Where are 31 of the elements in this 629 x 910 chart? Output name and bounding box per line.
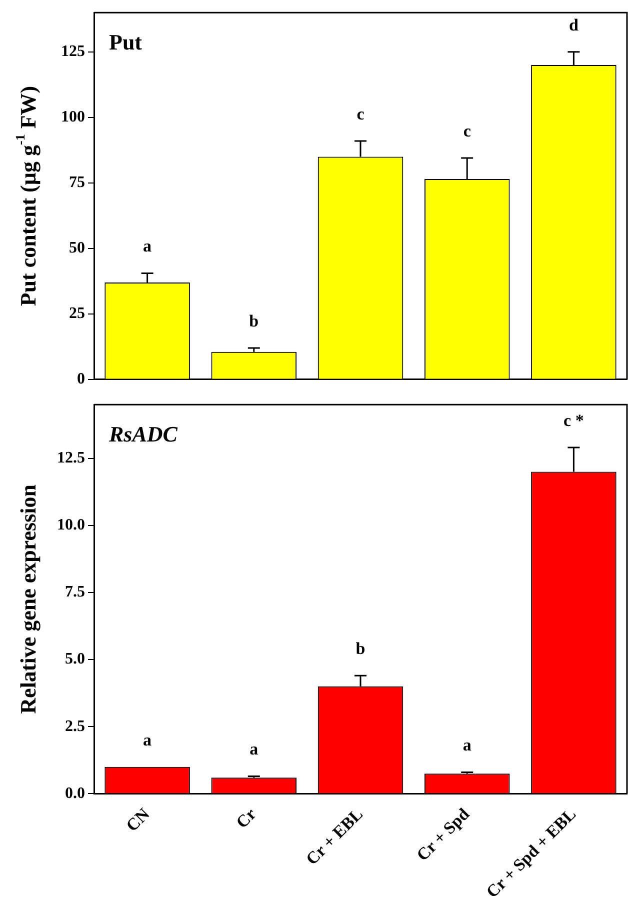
y-tick-label: 50 (69, 240, 85, 257)
text: Put (109, 29, 143, 54)
y-tick-label: 0.0 (65, 784, 85, 802)
x-tick-label: Cr + Spd + EBL (482, 804, 580, 902)
y-tick-label: 10.0 (57, 516, 85, 534)
y-tick-label: 125 (61, 43, 85, 60)
y-axis-title: Relative gene expression (16, 484, 41, 714)
y-tick-label: 2.5 (65, 718, 85, 735)
annotation: d (568, 15, 579, 34)
y-tick-label: 75 (69, 174, 85, 192)
y-tick-label: 0 (77, 370, 85, 388)
annotation: b (356, 639, 366, 658)
y-axis-title: Put content (µg g-1 FW) (12, 86, 41, 306)
y-tick-label: 25 (69, 305, 85, 322)
x-tick-label: Cr + EBL (302, 804, 366, 869)
text: RsADC (108, 421, 178, 446)
x-tick-label: Cr (232, 804, 260, 832)
x-tick-label: CN (122, 804, 154, 836)
annotation: c * (564, 410, 584, 430)
annotation: b (249, 311, 259, 330)
y-tick-label: 5.0 (65, 650, 85, 668)
x-tick-label: Cr + Spd (412, 804, 474, 865)
y-tick-label: 12.5 (57, 449, 85, 466)
y-tick-label: 100 (61, 108, 85, 126)
annotation: a (462, 736, 472, 755)
annotation: c (463, 121, 472, 140)
y-tick-label: 7.5 (65, 584, 85, 601)
annotation: c (356, 104, 365, 124)
annotation: a (143, 730, 152, 750)
annotation: a (250, 740, 259, 759)
annotation: a (143, 236, 152, 256)
